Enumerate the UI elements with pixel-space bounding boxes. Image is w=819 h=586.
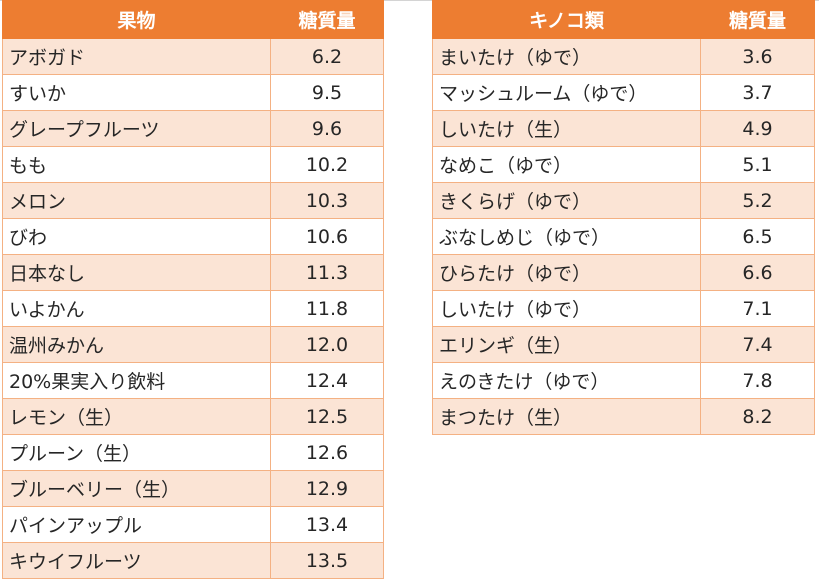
fruit-table-row: いよかん 11.8 (2, 290, 384, 327)
fruit-table-row: 20%果実入り飲料 12.4 (2, 362, 384, 399)
mushroom-table-row: ぶなしめじ（ゆで） 6.5 (432, 218, 815, 255)
mushroom-name-cell[interactable]: マッシュルーム（ゆで） (432, 74, 701, 111)
mushroom-table-row: しいたけ（ゆで） 7.1 (432, 290, 815, 327)
fruit-name-header[interactable]: 果物 (2, 0, 271, 39)
fruit-sugar-cell[interactable]: 12.5 (270, 398, 384, 435)
fruit-sugar-cell[interactable]: 10.6 (270, 218, 384, 255)
mushroom-sugar-cell[interactable]: 5.1 (700, 146, 815, 183)
fruit-name-cell[interactable]: 20%果実入り飲料 (2, 362, 271, 399)
mushroom-table-row: エリンギ（生） 7.4 (432, 326, 815, 363)
fruit-sugar-cell[interactable]: 6.2 (270, 38, 384, 75)
mushroom-name-cell[interactable]: きくらげ（ゆで） (432, 182, 701, 219)
fruit-name-cell[interactable]: プルーン（生） (2, 434, 271, 471)
fruit-sugar-cell[interactable]: 12.6 (270, 434, 384, 471)
fruit-sugar-cell[interactable]: 10.3 (270, 182, 384, 219)
mushroom-name-cell[interactable]: なめこ（ゆで） (432, 146, 701, 183)
fruit-table-row: レモン（生） 12.5 (2, 398, 384, 435)
fruit-name-cell[interactable]: アボガド (2, 38, 271, 75)
fruit-sugar-cell[interactable]: 9.5 (270, 74, 384, 111)
fruit-sugar-cell[interactable]: 13.4 (270, 506, 384, 543)
fruit-table-row: パインアップル 13.4 (2, 506, 384, 543)
mushroom-table-row: えのきたけ（ゆで） 7.8 (432, 362, 815, 399)
mushroom-name-cell[interactable]: まいたけ（ゆで） (432, 38, 701, 75)
fruit-sugar-table: 果物 糖質量 アボガド 6.2 すいか 9.5 グレープフルーツ 9.6 もも 10.2 メロン… (2, 0, 384, 579)
mushroom-name-cell[interactable]: しいたけ（生） (432, 110, 701, 147)
fruit-sugar-cell[interactable]: 12.0 (270, 326, 384, 363)
mushroom-table-row: きくらげ（ゆで） 5.2 (432, 182, 815, 219)
mushroom-sugar-cell[interactable]: 6.6 (700, 254, 815, 291)
mushroom-name-cell[interactable]: エリンギ（生） (432, 326, 701, 363)
fruit-table-row: キウイフルーツ 13.5 (2, 542, 384, 579)
fruit-name-cell[interactable]: メロン (2, 182, 271, 219)
fruit-header-row: 果物 糖質量 (2, 0, 384, 39)
mushroom-sugar-cell[interactable]: 7.8 (700, 362, 815, 399)
fruit-table-row: メロン 10.3 (2, 182, 384, 219)
mushroom-table-row: なめこ（ゆで） 5.1 (432, 146, 815, 183)
mushroom-name-cell[interactable]: ぶなしめじ（ゆで） (432, 218, 701, 255)
fruit-name-cell[interactable]: パインアップル (2, 506, 271, 543)
fruit-table-row: グレープフルーツ 9.6 (2, 110, 384, 147)
fruit-name-cell[interactable]: びわ (2, 218, 271, 255)
mushroom-sugar-cell[interactable]: 3.6 (700, 38, 815, 75)
mushroom-name-cell[interactable]: えのきたけ（ゆで） (432, 362, 701, 399)
mushroom-sugar-cell[interactable]: 7.1 (700, 290, 815, 327)
fruit-sugar-cell[interactable]: 10.2 (270, 146, 384, 183)
mushroom-name-cell[interactable]: まつたけ（生） (432, 398, 701, 435)
fruit-sugar-cell[interactable]: 12.9 (270, 470, 384, 507)
fruit-table-row: アボガド 6.2 (2, 38, 384, 75)
fruit-name-cell[interactable]: 温州みかん (2, 326, 271, 363)
fruit-name-cell[interactable]: グレープフルーツ (2, 110, 271, 147)
mushroom-sugar-cell[interactable]: 6.5 (700, 218, 815, 255)
fruit-name-cell[interactable]: もも (2, 146, 271, 183)
sheet-gridline (0, 0, 819, 1)
fruit-name-cell[interactable]: キウイフルーツ (2, 542, 271, 579)
mushroom-sugar-cell[interactable]: 5.2 (700, 182, 815, 219)
mushroom-sugar-cell[interactable]: 7.4 (700, 326, 815, 363)
fruit-name-cell[interactable]: いよかん (2, 290, 271, 327)
fruit-sugar-cell[interactable]: 11.8 (270, 290, 384, 327)
fruit-sugar-cell[interactable]: 9.6 (270, 110, 384, 147)
mushroom-table-row: しいたけ（生） 4.9 (432, 110, 815, 147)
fruit-table-row: 日本なし 11.3 (2, 254, 384, 291)
mushroom-name-header[interactable]: キノコ類 (432, 0, 701, 39)
fruit-name-cell[interactable]: レモン（生） (2, 398, 271, 435)
fruit-name-cell[interactable]: ブルーベリー（生） (2, 470, 271, 507)
fruit-name-cell[interactable]: すいか (2, 74, 271, 111)
fruit-sugar-cell[interactable]: 12.4 (270, 362, 384, 399)
fruit-table-row: びわ 10.6 (2, 218, 384, 255)
mushroom-table-row: まつたけ（生） 8.2 (432, 398, 815, 435)
mushroom-name-cell[interactable]: しいたけ（ゆで） (432, 290, 701, 327)
mushroom-sugar-table: キノコ類 糖質量 まいたけ（ゆで） 3.6 マッシュルーム（ゆで） 3.7 しいたけ（生… (432, 0, 815, 435)
mushroom-sugar-cell[interactable]: 8.2 (700, 398, 815, 435)
mushroom-sugar-cell[interactable]: 3.7 (700, 74, 815, 111)
fruit-sugar-cell[interactable]: 11.3 (270, 254, 384, 291)
mushroom-sugar-cell[interactable]: 4.9 (700, 110, 815, 147)
fruit-name-cell[interactable]: 日本なし (2, 254, 271, 291)
fruit-table-row: ブルーベリー（生） 12.9 (2, 470, 384, 507)
mushroom-sugar-header[interactable]: 糖質量 (700, 0, 815, 39)
fruit-table-row: すいか 9.5 (2, 74, 384, 111)
mushroom-table-row: ひらたけ（ゆで） 6.6 (432, 254, 815, 291)
fruit-table-row: 温州みかん 12.0 (2, 326, 384, 363)
fruit-table-row: プルーン（生） 12.6 (2, 434, 384, 471)
mushroom-name-cell[interactable]: ひらたけ（ゆで） (432, 254, 701, 291)
mushroom-table-row: マッシュルーム（ゆで） 3.7 (432, 74, 815, 111)
mushroom-table-row: まいたけ（ゆで） 3.6 (432, 38, 815, 75)
fruit-sugar-header[interactable]: 糖質量 (270, 0, 384, 39)
mushroom-header-row: キノコ類 糖質量 (432, 0, 815, 39)
fruit-table-row: もも 10.2 (2, 146, 384, 183)
fruit-sugar-cell[interactable]: 13.5 (270, 542, 384, 579)
